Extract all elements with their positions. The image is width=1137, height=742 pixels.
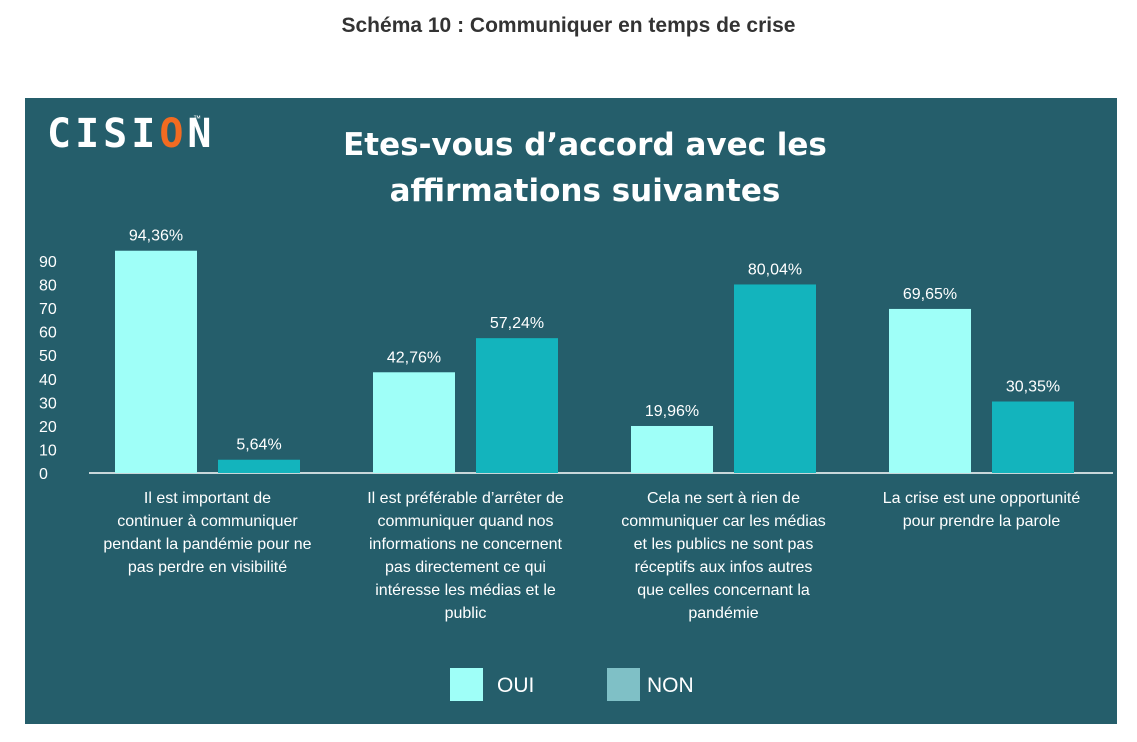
y-tick-label: 20: [39, 419, 57, 436]
y-tick-label: 0: [39, 466, 48, 483]
data-label: 69,65%: [903, 286, 957, 303]
category-label: pandémie: [688, 605, 758, 622]
bar-oui-1: [115, 250, 197, 473]
category-label: informations ne concernent: [369, 536, 563, 553]
legend-non-label: NON: [647, 674, 694, 697]
logo-text-accent: O: [159, 111, 188, 157]
category-label: réceptifs aux infos autres: [635, 559, 813, 576]
bar-non-3: [734, 284, 816, 473]
logo-text-main: CISI: [47, 111, 160, 157]
category-label: communiquer car les médias: [621, 513, 826, 530]
category-label: pendant la pandémie pour ne: [103, 536, 311, 553]
y-tick-label: 50: [39, 348, 57, 365]
chart-title-line-2: affirmations suivantes: [389, 173, 781, 209]
data-label: 19,96%: [645, 403, 699, 420]
data-label: 57,24%: [490, 315, 544, 332]
category-label: pour prendre la parole: [903, 513, 1061, 530]
bar-non-4: [992, 401, 1074, 473]
data-label: 42,76%: [387, 349, 441, 366]
chart-title: Etes-vous d’accord avec les affirmations…: [305, 122, 865, 214]
legend-non-swatch: [607, 668, 640, 701]
category-label: pas perdre en visibilité: [128, 559, 287, 576]
bar-non-2: [476, 338, 558, 473]
category-label: et les publics ne sont pas: [634, 536, 814, 553]
chart-panel: CISION ™ Etes-vous d’accord avec les aff…: [25, 98, 1117, 724]
bar-oui-3: [631, 425, 713, 473]
category-label: Cela ne sert à rien de: [647, 490, 800, 507]
chart-title-line-1: Etes-vous d’accord avec les: [343, 127, 827, 163]
data-label: 5,64%: [236, 437, 281, 454]
category-label: que celles concernant la: [637, 582, 810, 599]
y-tick-label: 40: [39, 372, 57, 389]
y-tick-label: 30: [39, 395, 57, 412]
logo-text-end: N: [187, 111, 216, 157]
y-tick-label: 70: [39, 301, 57, 318]
category-label: continuer à communiquer: [117, 513, 298, 530]
bar-oui-2: [373, 372, 455, 473]
cision-logo: CISION: [47, 114, 216, 154]
category-label: Il est préférable d’arrêter de: [367, 490, 564, 507]
y-tick-label: 90: [39, 254, 57, 271]
logo-trademark-icon: ™: [193, 114, 201, 123]
bar-oui-4: [889, 308, 971, 473]
category-label: pas directement ce qui: [385, 559, 546, 576]
data-label: 30,35%: [1006, 379, 1060, 396]
page-heading: Schéma 10 : Communiquer en temps de cris…: [341, 14, 796, 37]
data-label: 94,36%: [129, 228, 183, 245]
category-label: La crise est une opportunité: [883, 490, 1081, 507]
bar-chart: 0 10 20 30 40 50 60 70 80 90 94,36% 42,76% 19,96% 69,…: [39, 228, 1113, 622]
legend-oui-label: OUI: [497, 674, 535, 697]
y-tick-label: 60: [39, 325, 57, 342]
bar-non-1: [218, 459, 300, 473]
data-label: 80,04%: [748, 261, 802, 278]
y-tick-label: 10: [39, 442, 57, 459]
legend-oui-swatch: [450, 668, 483, 701]
category-label: communiquer quand nos: [377, 513, 553, 530]
category-label: intéresse les médias et le: [375, 582, 556, 599]
y-tick-label: 80: [39, 278, 57, 295]
category-label: public: [445, 605, 487, 622]
category-label: Il est important de: [144, 490, 271, 507]
